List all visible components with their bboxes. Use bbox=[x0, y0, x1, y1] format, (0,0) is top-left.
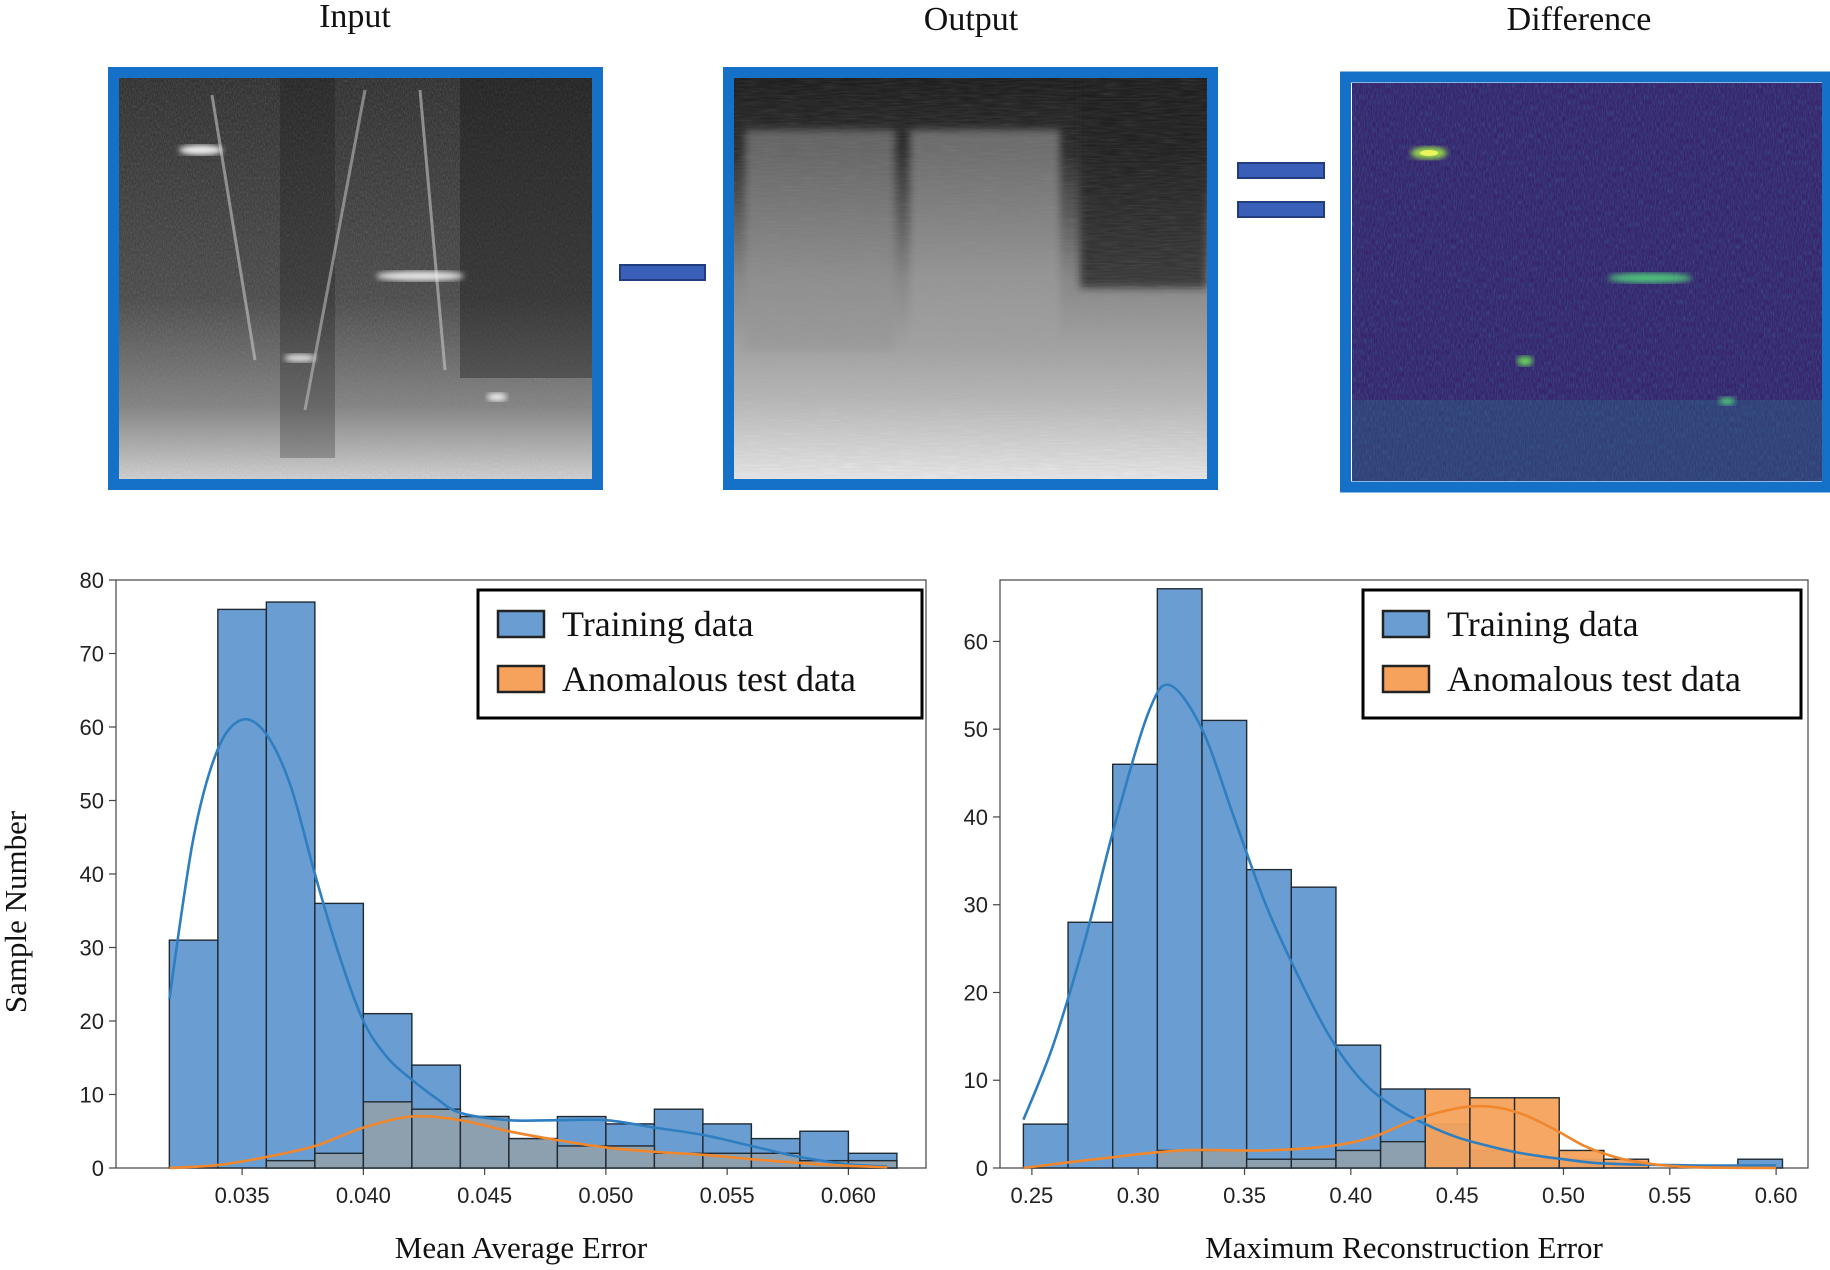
x-tick-label: 0.055 bbox=[700, 1183, 755, 1208]
y-tick-label: 10 bbox=[964, 1068, 988, 1093]
legend-swatch-training bbox=[496, 609, 546, 639]
output-spectrogram bbox=[723, 67, 1218, 490]
training-bar bbox=[168, 939, 219, 1169]
x-tick-label: 0.50 bbox=[1542, 1183, 1585, 1208]
training-bar bbox=[265, 601, 316, 1169]
anomalous-bar bbox=[362, 1101, 413, 1169]
x-tick-label: 0.045 bbox=[457, 1183, 512, 1208]
legend-label-training: Training data bbox=[562, 604, 754, 644]
x-tick-label: 0.060 bbox=[821, 1183, 876, 1208]
training-bar bbox=[1111, 763, 1159, 1169]
x-tick-label: 0.55 bbox=[1648, 1183, 1691, 1208]
training-bar bbox=[1290, 886, 1337, 1169]
legend-swatch-anomalous bbox=[1381, 664, 1431, 694]
training-bar bbox=[1067, 921, 1114, 1169]
training-kde-line bbox=[1022, 683, 1777, 1167]
x-tick-label: 0.60 bbox=[1755, 1183, 1798, 1208]
x-tick-label: 0.30 bbox=[1117, 1183, 1160, 1208]
legend-label-anomalous: Anomalous test data bbox=[1447, 659, 1741, 699]
anomalous-bar bbox=[1335, 1149, 1382, 1169]
y-tick-label: 70 bbox=[80, 642, 104, 667]
legend-box bbox=[476, 588, 924, 720]
anomalous-bar bbox=[1424, 1088, 1471, 1169]
y-tick-label: 0 bbox=[92, 1156, 104, 1181]
anomalous-bar bbox=[314, 1152, 365, 1169]
input-title: Input bbox=[319, 0, 391, 35]
y-tick-label: 50 bbox=[964, 717, 988, 742]
x-tick-label: 0.25 bbox=[1010, 1183, 1053, 1208]
anomalous-kde-line bbox=[1023, 1104, 1777, 1170]
y-tick-label: 20 bbox=[964, 980, 988, 1005]
x-tick-label: 0.45 bbox=[1436, 1183, 1479, 1208]
y-tick-label: 30 bbox=[964, 893, 988, 918]
difference-map bbox=[1340, 71, 1830, 493]
anomalous-bar bbox=[556, 1145, 607, 1169]
x-tick-label: 0.35 bbox=[1223, 1183, 1266, 1208]
training-bar bbox=[314, 902, 365, 1169]
anomalous-bar bbox=[508, 1137, 559, 1169]
minus-operator bbox=[619, 264, 706, 281]
anomalous-bar bbox=[1245, 1158, 1293, 1169]
anomalous-bar bbox=[1379, 1140, 1426, 1169]
training-bar bbox=[1022, 1123, 1069, 1169]
anomalous-bar bbox=[1469, 1097, 1516, 1169]
y-tick-label: 40 bbox=[964, 805, 988, 830]
legend-swatch-anomalous bbox=[496, 664, 546, 694]
training-bar bbox=[1245, 868, 1293, 1169]
histogram-max-reconstruction-error: 0 10 20 30 40 50 60 0.25 0.30 0.35 0.40 0.45 0.50 0.5… bbox=[964, 579, 1809, 1265]
anomalous-bar bbox=[1201, 1149, 1248, 1169]
shared-ylabel: Sample Number bbox=[0, 810, 33, 1013]
difference-title: Difference bbox=[1507, 1, 1652, 38]
training-bar bbox=[1335, 1044, 1382, 1169]
anomalous-bar bbox=[265, 1159, 316, 1169]
legend-label-training: Training data bbox=[1447, 604, 1639, 644]
training-kde-line bbox=[168, 717, 888, 1168]
legend-box bbox=[1361, 588, 1803, 720]
anomalous-bar bbox=[1156, 1149, 1203, 1169]
y-tick-label: 60 bbox=[80, 715, 104, 740]
anomalous-bar bbox=[1290, 1158, 1337, 1169]
y-tick-label: 20 bbox=[80, 1009, 104, 1034]
equals-operator bbox=[1237, 162, 1325, 218]
x-tick-label: 0.40 bbox=[1329, 1183, 1372, 1208]
x-axis-title: Maximum Reconstruction Error bbox=[1205, 1230, 1603, 1265]
y-tick-label: 10 bbox=[80, 1083, 104, 1108]
training-bar bbox=[1156, 588, 1203, 1169]
y-tick-label: 60 bbox=[964, 629, 988, 654]
x-tick-label: 0.050 bbox=[578, 1183, 633, 1208]
y-tick-label: 80 bbox=[80, 568, 104, 593]
x-tick-label: 0.040 bbox=[336, 1183, 391, 1208]
training-bar bbox=[217, 608, 268, 1169]
y-tick-label: 40 bbox=[80, 862, 104, 887]
output-title: Output bbox=[924, 1, 1019, 38]
anomalous-kde-line bbox=[169, 1114, 888, 1170]
y-tick-label: 50 bbox=[80, 789, 104, 814]
legend-swatch-training bbox=[1381, 609, 1431, 639]
x-axis-title: Mean Average Error bbox=[395, 1230, 648, 1265]
y-tick-label: 0 bbox=[976, 1156, 988, 1181]
input-spectrogram bbox=[108, 67, 603, 490]
legend-label-anomalous: Anomalous test data bbox=[562, 659, 856, 699]
histogram-mean-average-error: 0 10 20 30 40 50 60 70 80 0.035 0.040 0.045 0.050 0.0… bbox=[80, 568, 927, 1265]
x-tick-label: 0.035 bbox=[215, 1183, 270, 1208]
y-tick-label: 30 bbox=[80, 936, 104, 961]
training-bar bbox=[1201, 719, 1248, 1169]
